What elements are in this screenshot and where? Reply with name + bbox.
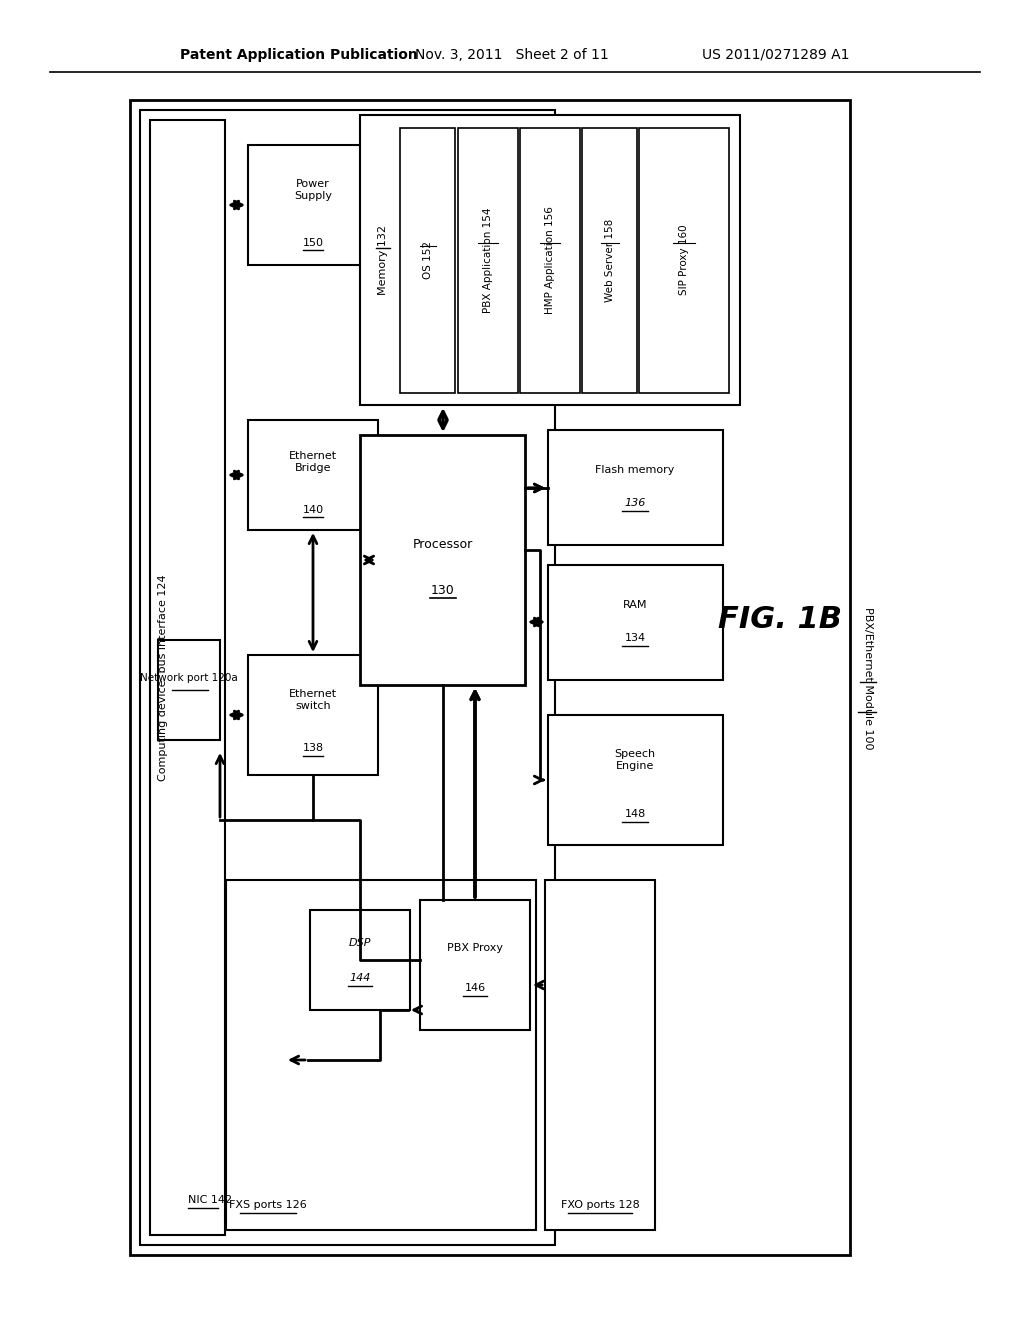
- Bar: [310, 909, 410, 1010]
- Text: NIC 142: NIC 142: [188, 1195, 232, 1205]
- Bar: [158, 640, 220, 741]
- Text: Speech
Engine: Speech Engine: [614, 750, 655, 771]
- Text: PBX/Ethernet Module 100: PBX/Ethernet Module 100: [863, 607, 873, 750]
- Text: FXS ports 126: FXS ports 126: [229, 1200, 307, 1210]
- Bar: [582, 128, 637, 393]
- Text: Network port 120a: Network port 120a: [140, 673, 238, 682]
- Text: DSP: DSP: [349, 939, 372, 948]
- Text: 140: 140: [302, 506, 324, 515]
- Bar: [548, 430, 723, 545]
- Text: Nov. 3, 2011   Sheet 2 of 11: Nov. 3, 2011 Sheet 2 of 11: [415, 48, 609, 62]
- Bar: [150, 120, 225, 1236]
- Text: Processor: Processor: [413, 539, 473, 552]
- Bar: [545, 880, 655, 1230]
- Text: Computing device  bus interface 124: Computing device bus interface 124: [158, 574, 168, 781]
- Bar: [248, 420, 378, 531]
- Text: 130: 130: [431, 583, 455, 597]
- Text: Power
Supply: Power Supply: [294, 180, 332, 201]
- Text: 150: 150: [302, 238, 324, 248]
- Bar: [548, 715, 723, 845]
- Text: FIG. 1B: FIG. 1B: [718, 606, 842, 635]
- Text: Patent Application Publication: Patent Application Publication: [180, 48, 418, 62]
- Text: FXO ports 128: FXO ports 128: [560, 1200, 639, 1210]
- Text: PBX Application 154: PBX Application 154: [483, 207, 493, 313]
- Text: 134: 134: [625, 634, 645, 643]
- Text: 138: 138: [302, 743, 324, 752]
- Bar: [420, 900, 530, 1030]
- Text: Ethernet
Bridge: Ethernet Bridge: [289, 451, 337, 473]
- Bar: [360, 436, 525, 685]
- Bar: [639, 128, 729, 393]
- Text: 146: 146: [465, 983, 485, 993]
- Bar: [248, 655, 378, 775]
- Text: 148: 148: [625, 809, 645, 818]
- Bar: [226, 880, 536, 1230]
- Bar: [520, 128, 580, 393]
- Bar: [548, 565, 723, 680]
- Bar: [458, 128, 518, 393]
- Text: RAM: RAM: [623, 601, 647, 610]
- Text: 136: 136: [625, 498, 646, 508]
- Bar: [140, 110, 555, 1245]
- Text: Web Server 158: Web Server 158: [605, 218, 615, 302]
- Text: SIP Proxy 160: SIP Proxy 160: [679, 224, 689, 296]
- Text: OS 152: OS 152: [423, 242, 433, 279]
- Text: Ethernet
switch: Ethernet switch: [289, 689, 337, 710]
- Text: Memory 132: Memory 132: [378, 224, 388, 294]
- Text: Flash memory: Flash memory: [595, 465, 675, 475]
- Bar: [400, 128, 455, 393]
- Text: HMP Application 156: HMP Application 156: [545, 206, 555, 314]
- Bar: [248, 145, 378, 265]
- Text: US 2011/0271289 A1: US 2011/0271289 A1: [702, 48, 850, 62]
- Text: PBX Proxy: PBX Proxy: [447, 942, 503, 953]
- Bar: [360, 115, 740, 405]
- Bar: [130, 100, 850, 1255]
- Text: 144: 144: [349, 973, 371, 983]
